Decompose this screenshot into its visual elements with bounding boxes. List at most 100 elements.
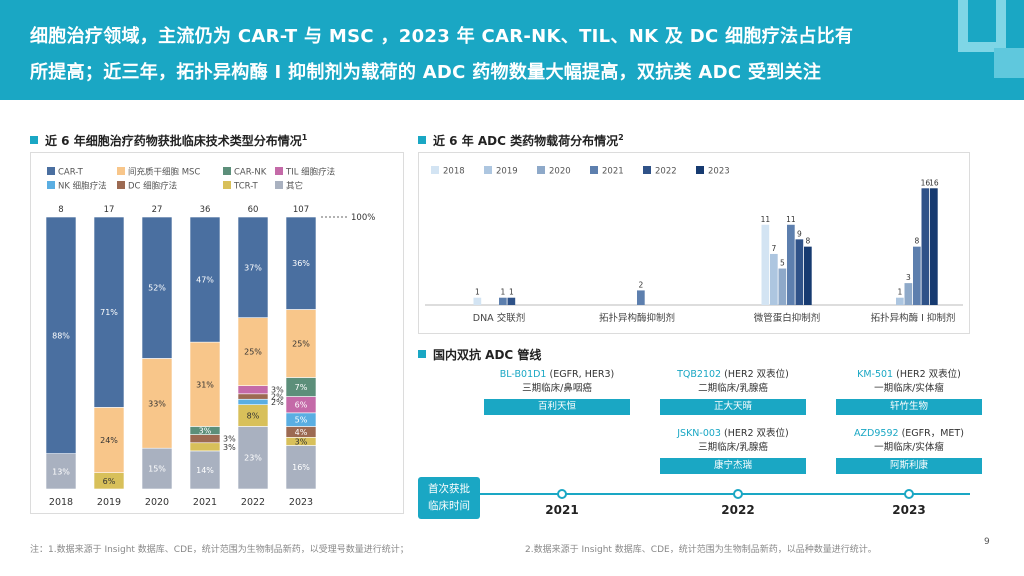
- x-tick-label: 拓扑异构酶抑制剂: [599, 312, 675, 324]
- segment-label: 47%: [196, 276, 214, 285]
- legend-label: 2023: [708, 167, 730, 177]
- legend-label: CAR-T: [58, 168, 84, 178]
- bar: [761, 224, 770, 305]
- drug-target: (EGFR, HER3): [549, 369, 615, 380]
- header-decoration-square: [994, 48, 1024, 78]
- bar: [637, 290, 645, 305]
- pipeline-card: TQB2102 (HER2 双表位) 二期临床/乳腺癌 正大天晴: [660, 368, 806, 415]
- stack-segment: [237, 317, 269, 386]
- section-marker-icon: [418, 350, 426, 358]
- stack-segment: [93, 407, 125, 473]
- company-badge: 正大天晴: [660, 399, 806, 415]
- stack-segment: [285, 216, 317, 310]
- drug-target: (HER2 双表位): [896, 369, 961, 380]
- x-tick-label: 2019: [97, 497, 121, 508]
- section-marker-icon: [418, 136, 426, 144]
- legend-label: 2021: [602, 167, 624, 177]
- cell-therapy-chart-frame: CAR-T 间充质干细胞 MSC CAR-NK TIL 细胞疗法 NK 细胞疗法 DC 细…: [30, 152, 404, 514]
- segment-label: 31%: [196, 380, 214, 389]
- pipeline-card: BL-B01D1 (EGFR, HER3) 三期临床/鼻咽癌 百利天恒: [484, 368, 630, 415]
- total-marker-label: 100%: [351, 213, 375, 223]
- bar: [778, 268, 787, 305]
- drug-target: (HER2 双表位): [724, 369, 789, 380]
- legend-swatch: [537, 166, 545, 174]
- bar-value-label: 1: [897, 288, 902, 297]
- segment-label: 24%: [100, 436, 118, 445]
- bar: [913, 246, 921, 305]
- bar-value-label: 3: [906, 273, 911, 282]
- segment-label: 3%: [295, 437, 308, 446]
- bar-total-label: 60: [248, 205, 259, 215]
- segment-label: 88%: [52, 331, 70, 340]
- segment-label: 8%: [247, 412, 260, 421]
- footnote-2: 2.数据来源于 Insight 数据库、CDE，统计范围为生物制品新药，以品种数…: [525, 545, 877, 555]
- legend-label: 间充质干细胞 MSC: [128, 167, 200, 178]
- segment-label: 23%: [244, 454, 262, 463]
- bar-value-label: 9: [797, 229, 802, 238]
- bar: [804, 246, 812, 305]
- timeline-label-line-1: 首次获批: [428, 483, 470, 495]
- bar-value-label: 5: [780, 259, 785, 268]
- bar-value-label: 8: [805, 237, 810, 246]
- legend-swatch: [590, 166, 598, 174]
- x-tick-label: 微管蛋白抑制剂: [754, 312, 821, 324]
- legend-label: NK 细胞疗法: [58, 181, 107, 192]
- stack-segment: [141, 358, 173, 449]
- note-mark: 2: [618, 133, 624, 142]
- x-tick-label: 2021: [193, 497, 217, 508]
- section-marker-icon: [30, 136, 38, 144]
- segment-label: 2%: [271, 398, 284, 407]
- drug-stage: 一期临床/实体瘤: [874, 383, 944, 394]
- right-top-section-title-text: 近 6 年 ADC 类药物载荷分布情况: [433, 134, 619, 148]
- bar-total-label: 107: [293, 205, 309, 215]
- drug-name: TQB2102: [677, 369, 722, 380]
- legend-swatch: [223, 167, 231, 175]
- page-title-line-1: 细胞治疗领域，主流仍为 CAR-T 与 MSC ，2023 年 CAR-NK、T…: [30, 26, 854, 47]
- x-tick-label: 2022: [241, 497, 265, 508]
- stack-segment: [45, 216, 77, 454]
- legend-swatch: [275, 167, 283, 175]
- drug-target: (HER2 双表位): [724, 428, 789, 439]
- page-number: 9: [984, 537, 990, 547]
- segment-label: 13%: [52, 467, 70, 476]
- legend-label: 2022: [655, 167, 677, 177]
- bar: [930, 188, 938, 305]
- bar-value-label: 2: [638, 280, 643, 289]
- timeline-dot: [733, 489, 743, 499]
- right-bottom-section-title-text: 国内双抗 ADC 管线: [433, 348, 542, 362]
- stack-segment: [237, 426, 269, 490]
- segment-label: 33%: [148, 399, 166, 408]
- timeline-label-line-2: 临床时间: [428, 500, 470, 512]
- bar: [904, 283, 913, 305]
- bar-total-label: 27: [152, 205, 163, 215]
- legend-swatch: [696, 166, 704, 174]
- segment-label: 16%: [292, 463, 310, 472]
- legend-label: CAR-NK: [234, 168, 267, 178]
- right-bottom-section-title: 国内双抗 ADC 管线: [418, 346, 541, 363]
- stack-segment: [237, 385, 269, 395]
- bar-total-label: 17: [104, 205, 115, 215]
- legend-label: 2020: [549, 167, 571, 177]
- bar-value-label: 11: [761, 215, 771, 224]
- legend-swatch: [431, 166, 439, 174]
- segment-label: 6%: [295, 401, 308, 410]
- drug-stage: 二期临床/乳腺癌: [698, 383, 768, 394]
- segment-label: 71%: [100, 308, 118, 317]
- x-tick-label: 拓扑异构酶 I 抑制剂: [871, 312, 956, 324]
- bar-value-label: 8: [914, 237, 919, 246]
- drug-target: (EGFR，MET): [901, 428, 964, 439]
- stack-segment: [237, 216, 269, 318]
- pipeline-card: JSKN-003 (HER2 双表位) 三期临床/乳腺癌 康宁杰瑞: [660, 427, 806, 474]
- bar: [473, 297, 482, 305]
- company-badge: 阿斯利康: [836, 458, 982, 474]
- header-banner: 细胞治疗领域，主流仍为 CAR-T 与 MSC ，2023 年 CAR-NK、T…: [0, 0, 1024, 100]
- bar-total-label: 8: [58, 205, 63, 215]
- segment-label: 25%: [292, 339, 310, 348]
- pipeline-card: KM-501 (HER2 双表位) 一期临床/实体瘤 轩竹生物: [836, 368, 982, 415]
- note-mark: 1: [301, 133, 308, 142]
- bar-value-label: 16: [921, 178, 931, 187]
- legend-swatch: [643, 166, 651, 174]
- legend-swatch: [117, 167, 125, 175]
- stack-segment: [285, 309, 317, 378]
